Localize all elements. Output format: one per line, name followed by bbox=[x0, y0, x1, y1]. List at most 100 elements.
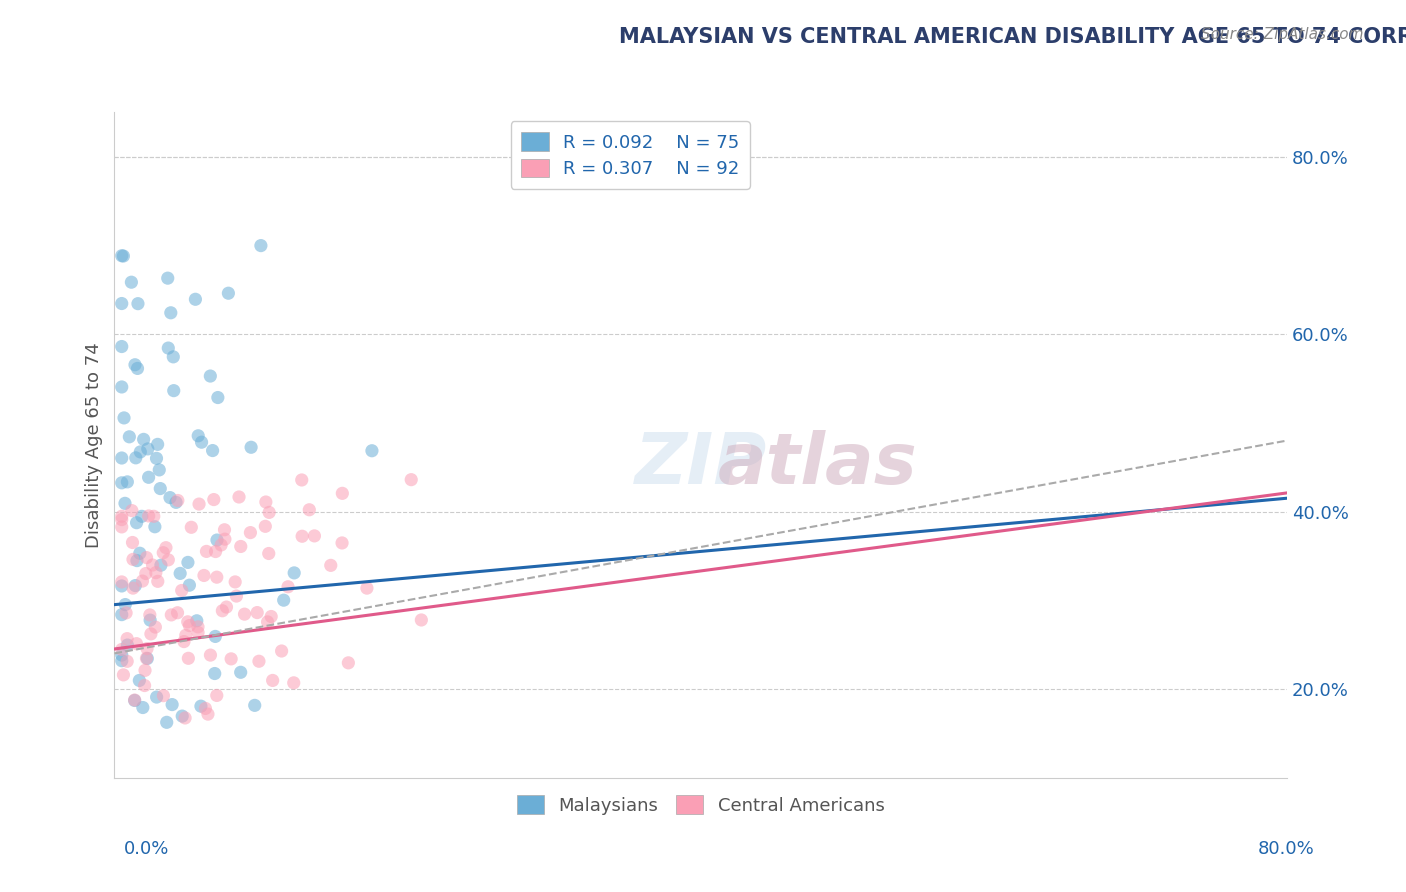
Malaysians bbox=[114, 496, 136, 510]
Central Americans bbox=[111, 509, 134, 524]
Malaysians bbox=[127, 296, 149, 310]
Malaysians bbox=[124, 578, 146, 592]
Central Americans bbox=[146, 574, 169, 589]
Central Americans bbox=[214, 523, 236, 537]
Malaysians bbox=[128, 673, 150, 688]
Malaysians bbox=[136, 651, 159, 665]
Malaysians bbox=[205, 533, 228, 547]
Central Americans bbox=[157, 553, 180, 567]
Central Americans bbox=[160, 607, 183, 622]
Central Americans bbox=[247, 654, 270, 668]
Central Americans bbox=[399, 473, 422, 487]
Malaysians bbox=[177, 556, 200, 570]
Central Americans bbox=[122, 552, 145, 566]
Malaysians bbox=[273, 593, 295, 607]
Malaysians bbox=[112, 411, 135, 425]
Malaysians bbox=[217, 286, 239, 301]
Central Americans bbox=[260, 609, 283, 624]
Malaysians bbox=[149, 558, 172, 573]
Malaysians bbox=[128, 546, 150, 560]
Malaysians bbox=[131, 509, 153, 524]
Malaysians bbox=[136, 442, 159, 456]
Malaysians bbox=[138, 470, 160, 484]
Central Americans bbox=[170, 583, 193, 598]
Central Americans bbox=[205, 570, 228, 584]
Malaysians bbox=[163, 384, 186, 398]
Central Americans bbox=[188, 497, 211, 511]
Text: MALAYSIAN VS CENTRAL AMERICAN DISABILITY AGE 65 TO 74 CORRELATION CHART: MALAYSIAN VS CENTRAL AMERICAN DISABILITY… bbox=[619, 27, 1406, 46]
Central Americans bbox=[411, 613, 433, 627]
Central Americans bbox=[219, 652, 242, 666]
Malaysians bbox=[160, 698, 183, 712]
Central Americans bbox=[256, 615, 278, 629]
Central Americans bbox=[283, 676, 305, 690]
Central Americans bbox=[134, 664, 156, 678]
Malaysians bbox=[111, 579, 134, 593]
Central Americans bbox=[356, 581, 378, 595]
Malaysians bbox=[111, 648, 134, 662]
Malaysians bbox=[229, 665, 252, 680]
Central Americans bbox=[131, 574, 153, 588]
Central Americans bbox=[254, 495, 277, 509]
Central Americans bbox=[111, 520, 134, 534]
Central Americans bbox=[205, 689, 228, 703]
Malaysians bbox=[243, 698, 266, 713]
Central Americans bbox=[152, 546, 174, 560]
Malaysians bbox=[162, 350, 184, 364]
Central Americans bbox=[174, 711, 197, 725]
Malaysians bbox=[139, 613, 162, 627]
Malaysians bbox=[111, 654, 134, 668]
Central Americans bbox=[139, 627, 162, 641]
Malaysians bbox=[125, 450, 148, 465]
Malaysians bbox=[145, 451, 167, 466]
Malaysians bbox=[156, 271, 179, 285]
Malaysians bbox=[200, 369, 222, 384]
Malaysians bbox=[125, 553, 148, 567]
Malaysians bbox=[111, 475, 134, 490]
Central Americans bbox=[239, 525, 262, 540]
Central Americans bbox=[257, 547, 280, 561]
Malaysians bbox=[118, 430, 141, 444]
Central Americans bbox=[115, 606, 138, 620]
Central Americans bbox=[111, 574, 134, 589]
Central Americans bbox=[319, 558, 342, 573]
Central Americans bbox=[202, 492, 225, 507]
Central Americans bbox=[124, 693, 146, 707]
Central Americans bbox=[254, 519, 277, 533]
Malaysians bbox=[111, 380, 134, 394]
Central Americans bbox=[225, 589, 247, 603]
Malaysians bbox=[204, 666, 226, 681]
Central Americans bbox=[229, 540, 252, 554]
Malaysians bbox=[184, 293, 207, 307]
Malaysians bbox=[207, 391, 229, 405]
Malaysians bbox=[127, 361, 149, 376]
Central Americans bbox=[211, 604, 233, 618]
Central Americans bbox=[233, 607, 256, 622]
Central Americans bbox=[138, 508, 160, 523]
Central Americans bbox=[111, 642, 134, 657]
Malaysians bbox=[114, 598, 136, 612]
Malaysians bbox=[179, 578, 201, 592]
Central Americans bbox=[155, 541, 177, 555]
Malaysians bbox=[111, 249, 134, 263]
Central Americans bbox=[135, 550, 157, 565]
Malaysians bbox=[186, 614, 208, 628]
Central Americans bbox=[214, 532, 236, 546]
Malaysians bbox=[157, 341, 180, 355]
Central Americans bbox=[187, 620, 209, 634]
Malaysians bbox=[129, 445, 152, 459]
Malaysians bbox=[124, 358, 146, 372]
Central Americans bbox=[262, 673, 284, 688]
Text: 0.0%: 0.0% bbox=[124, 840, 169, 858]
Central Americans bbox=[194, 701, 217, 715]
Central Americans bbox=[204, 544, 226, 558]
Central Americans bbox=[246, 606, 269, 620]
Malaysians bbox=[125, 516, 148, 530]
Central Americans bbox=[177, 615, 200, 629]
Central Americans bbox=[277, 580, 299, 594]
Y-axis label: Disability Age 65 to 74: Disability Age 65 to 74 bbox=[86, 343, 103, 548]
Central Americans bbox=[215, 600, 238, 615]
Malaysians bbox=[156, 715, 179, 730]
Text: ZIP: ZIP bbox=[634, 431, 766, 500]
Malaysians bbox=[283, 566, 305, 580]
